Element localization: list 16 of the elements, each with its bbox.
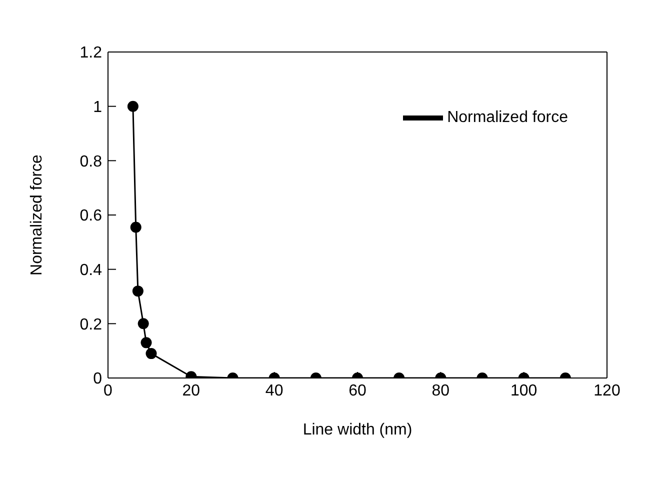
x-tick-label: 120	[594, 382, 620, 400]
y-tick-label: 1.2	[80, 44, 102, 62]
y-axis-title: Normalized force	[28, 154, 46, 276]
y-tick-label: 1	[93, 99, 102, 116]
y-tick-label: 0.2	[80, 316, 102, 334]
x-axis-title: Line width (nm)	[302, 421, 412, 438]
x-tick-label: 20	[182, 382, 200, 400]
y-tick-label: 0.4	[80, 262, 102, 280]
y-tick-label: 0.8	[80, 153, 102, 170]
x-tick-label: 40	[265, 382, 284, 400]
x-tick-label: 60	[348, 382, 366, 400]
y-tick-label: 0	[93, 370, 102, 388]
x-tick-label: 100	[510, 382, 538, 400]
y-tick-label: 0.6	[80, 208, 102, 225]
x-tick-label: 80	[432, 382, 450, 400]
legend-label: Normalized force	[447, 109, 568, 126]
